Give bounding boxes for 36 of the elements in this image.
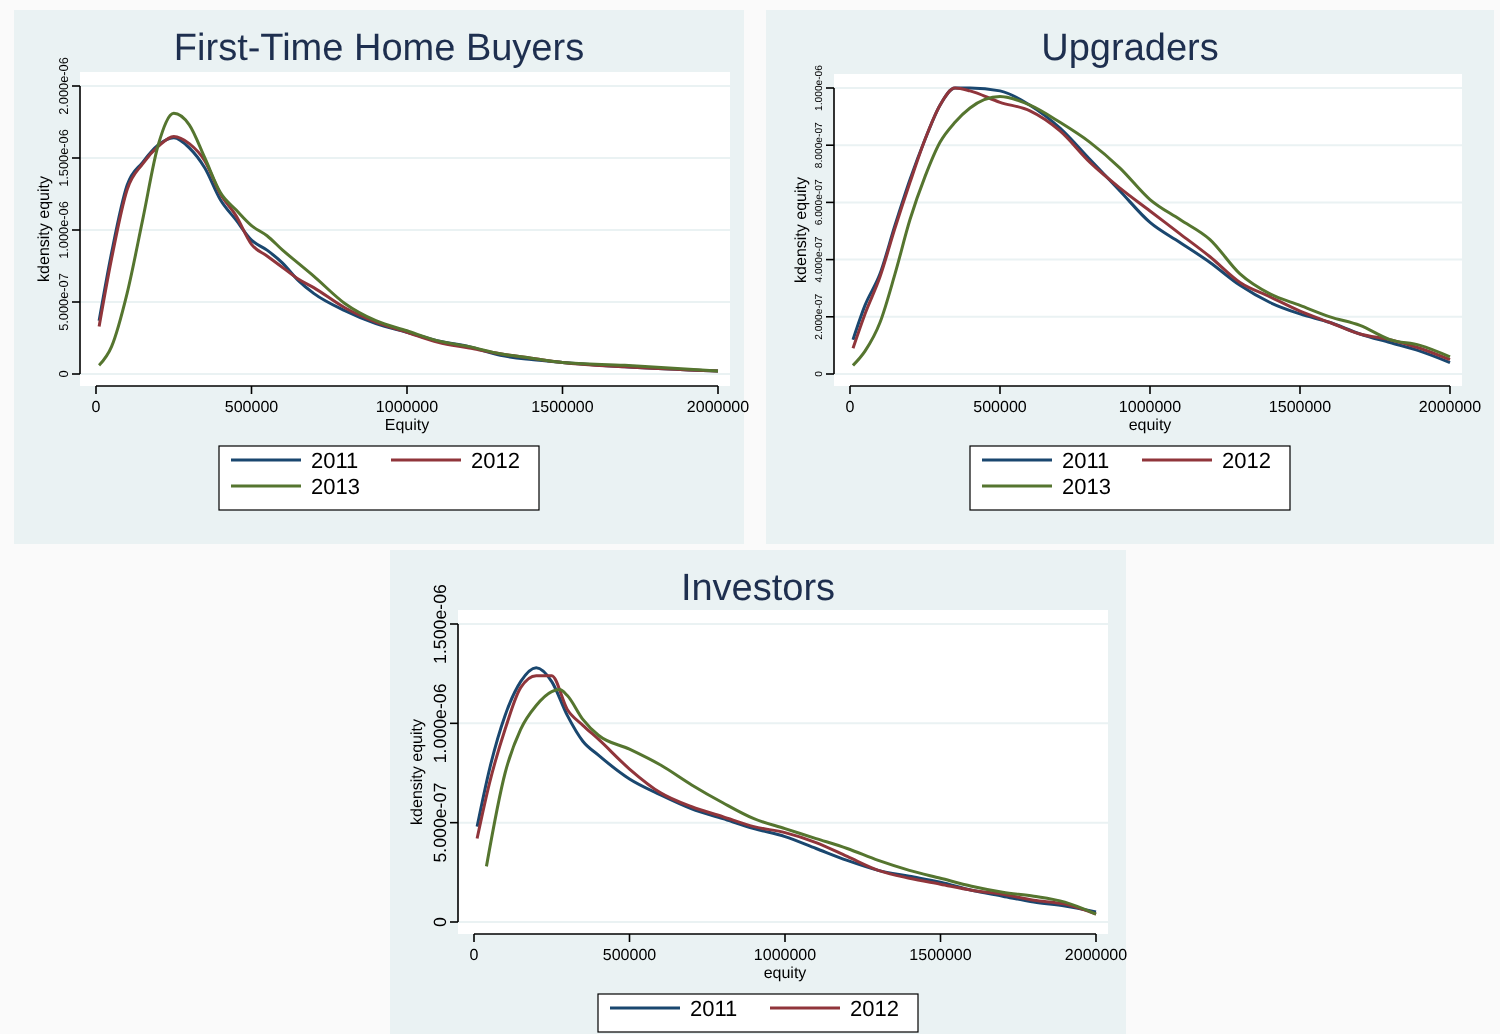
legend-label: 2012 [1222, 450, 1271, 474]
y-tick-label: 5.000e-07 [430, 782, 450, 863]
chart-title: Upgraders [1041, 28, 1219, 70]
legend-label: 2012 [471, 450, 520, 474]
x-tick-label: 500000 [602, 946, 658, 964]
chart-title: First-Time Home Buyers [173, 28, 585, 70]
legend-label: 2011 [690, 998, 738, 1022]
y-tick-label: 1.000e-06 [430, 683, 450, 764]
legend-label: 2013 [311, 476, 360, 500]
y-tick-label: 1.500e-06 [430, 583, 450, 664]
legend-label: 2013 [1062, 476, 1111, 500]
x-tick-label: 2000000 [1418, 398, 1483, 416]
x-axis-title: Equity [384, 416, 430, 434]
y-tick-label: 0 [430, 916, 450, 927]
x-tick-label: 2000000 [686, 398, 751, 416]
x-tick-label: 0 [91, 398, 102, 416]
x-tick-label: 0 [845, 398, 856, 416]
x-tick-label: 1000000 [753, 946, 818, 964]
x-tick-label: 500000 [224, 398, 280, 416]
y-axis-title: kdensity equity [791, 177, 810, 283]
x-tick-label: 500000 [973, 398, 1028, 416]
legend-label: 2011 [1062, 450, 1110, 474]
x-tick-label: 1000000 [1118, 398, 1183, 416]
x-tick-label: 2000000 [1064, 946, 1129, 964]
x-tick-label: 0 [469, 946, 480, 964]
y-axis-title: kdensity equity [35, 176, 54, 282]
x-axis-title: equity [1128, 416, 1172, 434]
x-tick-label: 1000000 [375, 398, 440, 416]
y-axis-title: kdensity equity [408, 719, 427, 825]
chart-title: Investors [680, 568, 836, 610]
legend-label: 2011 [311, 450, 359, 474]
x-tick-label: 1500000 [531, 398, 595, 416]
x-axis-title: equity [763, 964, 807, 982]
legend-label: 2012 [850, 998, 899, 1022]
x-tick-label: 1500000 [1268, 398, 1333, 416]
x-tick-label: 1500000 [909, 946, 973, 964]
